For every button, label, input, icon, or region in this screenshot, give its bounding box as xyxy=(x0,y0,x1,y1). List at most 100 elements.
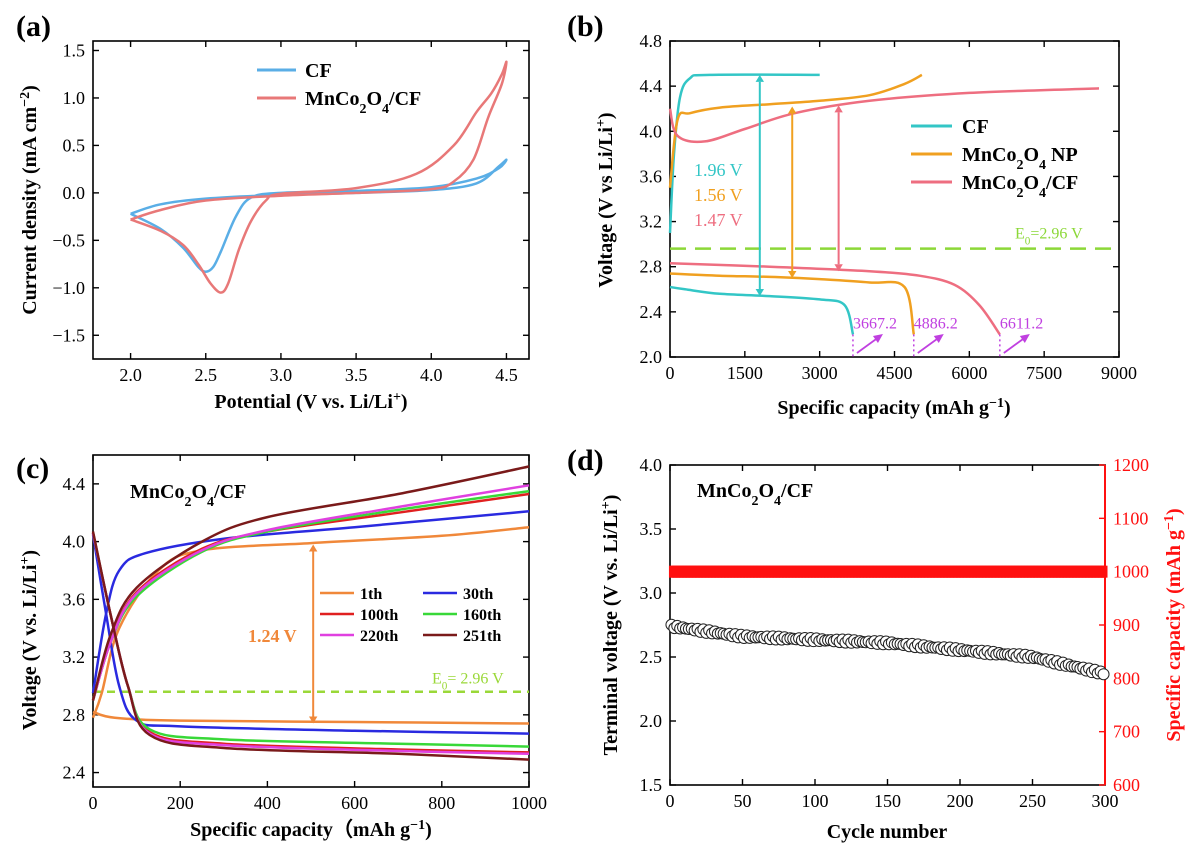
plot-frame xyxy=(92,454,530,788)
y-tick-label: −1.5 xyxy=(52,325,85,345)
y-tick-label: 1.5 xyxy=(640,775,663,795)
x-tick-label: 9000 xyxy=(1101,363,1137,383)
y-tick-label: 0.0 xyxy=(63,183,86,203)
y-tick-label: 1.5 xyxy=(63,40,86,60)
panel-label: (a) xyxy=(16,10,51,43)
x-tick-label: 250 xyxy=(1019,791,1046,811)
legend-label: 160th xyxy=(463,607,501,624)
y2-tick-label: 1000 xyxy=(1113,562,1149,582)
x-tick-label: 4500 xyxy=(877,363,913,383)
discharge-curve xyxy=(91,531,530,761)
legend-label: CF xyxy=(962,116,989,138)
gap-label: 1.56 V xyxy=(694,185,743,205)
axes-a: 2.0 2.5 3.0 3.5 4.0 4.5 −1.5 −1.0 −0.5 0.0 0.5 1.0 1… xyxy=(16,10,530,413)
arrow-head-mark xyxy=(755,74,764,82)
legend: CF MnCo2O4/CF xyxy=(257,60,421,117)
capacity-arrow-head xyxy=(872,334,883,343)
legend-label: MnCo2O4 NP xyxy=(962,144,1078,173)
y-tick-label: 3.0 xyxy=(640,583,663,603)
gap-label: 1.96 V xyxy=(694,160,743,180)
discharge-curve xyxy=(669,285,855,335)
y-tick-label: 4.0 xyxy=(63,532,86,552)
y-tick-label: −0.5 xyxy=(52,230,85,250)
y2-tick-label: 700 xyxy=(1113,722,1140,742)
y2-tick-label: 800 xyxy=(1113,668,1140,688)
x-tick-label: 3.5 xyxy=(345,365,368,385)
x-axis-label: Specific capacity（mAh g−1) xyxy=(190,818,432,842)
y-tick-label: 2.8 xyxy=(640,257,663,277)
arrow-head-mark xyxy=(834,264,843,272)
capacity-arrow-head xyxy=(1019,334,1030,343)
axes-b: 0 1500 3000 4500 6000 7500 9000 2.0 2.4 2.8 3.2 3.6… xyxy=(567,10,1137,419)
y-tick-label: 2.0 xyxy=(640,347,663,367)
x-tick-label: 0 xyxy=(89,793,98,813)
capacity-label: 3667.2 xyxy=(853,315,897,332)
x-tick-label: 1000 xyxy=(511,793,547,813)
charge-curve xyxy=(91,465,530,701)
discharge-curve xyxy=(669,262,1001,336)
legend-label: 220th xyxy=(360,628,398,645)
legend-label: 1th xyxy=(360,586,382,603)
x-tick-label: 6000 xyxy=(951,363,987,383)
x-tick-label: 0 xyxy=(666,791,675,811)
arrow-head-mark xyxy=(308,716,318,724)
y2-tick-label: 1200 xyxy=(1113,455,1149,475)
y2-axis-label: Specific capacity (mAh g−1) xyxy=(1162,508,1186,741)
y2-tick-label: 900 xyxy=(1113,615,1140,635)
x-axis-label: Cycle number xyxy=(827,821,948,843)
x-tick-label: 3000 xyxy=(802,363,838,383)
capacity-label: 4886.2 xyxy=(914,315,958,332)
plot-frame xyxy=(92,40,530,360)
voltage-point xyxy=(1097,668,1110,681)
e0-label: E0=2.96 V xyxy=(1015,226,1083,248)
x-tick-label: 300 xyxy=(1092,791,1119,811)
gap-label: 1.24 V xyxy=(248,626,297,646)
x-tick-label: 600 xyxy=(341,793,368,813)
y-tick-label: 2.8 xyxy=(63,705,86,725)
arrow-head-mark xyxy=(308,544,318,552)
capacity-arrow xyxy=(856,336,880,354)
x-tick-label: 200 xyxy=(947,791,974,811)
panel-label: (d) xyxy=(567,444,604,477)
x-tick-label: 4.0 xyxy=(420,365,443,385)
arrow-head-mark xyxy=(788,271,797,278)
y-tick-label: 2.4 xyxy=(640,302,663,322)
capacity-arrow-head xyxy=(933,334,944,343)
x-tick-label: 3.0 xyxy=(270,365,293,385)
charge-curve xyxy=(668,73,923,188)
y-axis-label: Voltage (V vs. Li/Li+) xyxy=(18,550,42,730)
capacity-point xyxy=(1102,565,1108,578)
legend-label: 100th xyxy=(360,607,398,624)
capacity-series xyxy=(668,565,1108,578)
y-tick-label: 3.5 xyxy=(640,519,663,539)
gap-label: 1.47 V xyxy=(694,210,743,230)
y-tick-label: 4.4 xyxy=(63,474,86,494)
y-tick-label: 3.6 xyxy=(640,166,663,186)
y-tick-label: 3.6 xyxy=(63,589,86,609)
y-axis-label: Terminal voltage (V vs. Li/Li+) xyxy=(599,495,623,756)
capacity-label: 6611.2 xyxy=(1000,315,1043,332)
y-tick-label: 3.2 xyxy=(63,647,86,667)
capacity-arrow xyxy=(1003,336,1027,354)
x-tick-label: 50 xyxy=(734,791,752,811)
y-axis-label: Current density (mA cm−2) xyxy=(18,85,42,315)
y-tick-label: 4.0 xyxy=(640,455,663,475)
charge-curve xyxy=(668,73,820,233)
x-tick-label: 7500 xyxy=(1026,363,1062,383)
axes-c: 0 200 400 600 800 1000 2.4 2.8 3.2 3.6 4.0 4.4 (c) Mn… xyxy=(16,452,547,841)
discharge-curve xyxy=(92,710,530,725)
panel-label: (b) xyxy=(567,10,604,43)
cv-series-line xyxy=(130,158,508,273)
x-tick-label: 200 xyxy=(167,793,194,813)
x-axis-label: Specific capacity (mAh g−1) xyxy=(777,396,1010,420)
x-tick-label: 4.5 xyxy=(495,365,518,385)
plot-frame xyxy=(669,464,1106,786)
panel-label: (c) xyxy=(16,452,49,485)
legend-label: MnCo2O4/CF xyxy=(962,172,1078,201)
charge-curve xyxy=(668,87,1100,144)
x-tick-label: 0 xyxy=(666,363,675,383)
y-tick-label: 0.5 xyxy=(63,135,86,155)
y-tick-label: 2.5 xyxy=(640,647,663,667)
